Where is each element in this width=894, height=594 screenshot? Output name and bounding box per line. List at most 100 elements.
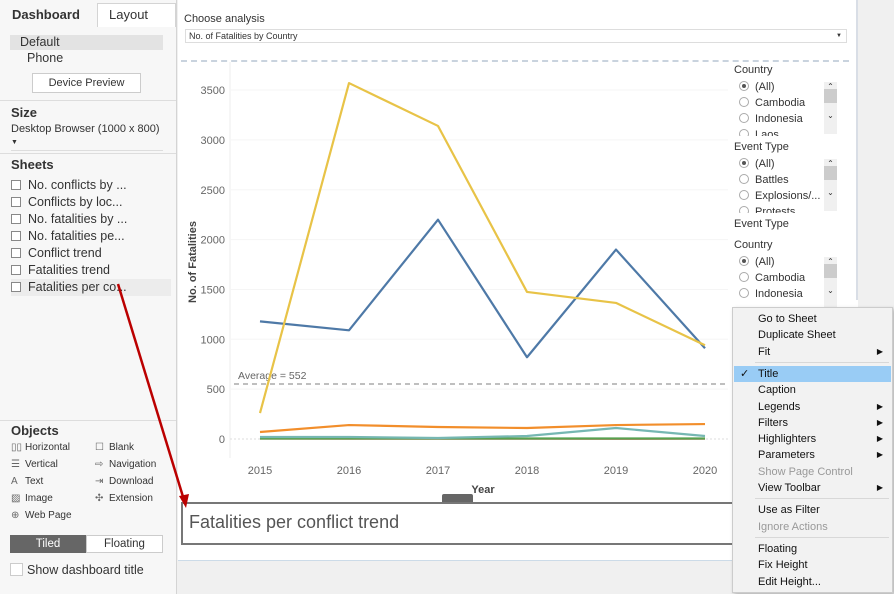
object-horizontal[interactable]: ▯▯ Horizontal: [11, 440, 70, 456]
object-navigation[interactable]: ⇨ Navigation: [95, 457, 156, 473]
object-label: Image: [25, 493, 53, 504]
menu-item-duplicate-sheet[interactable]: Duplicate Sheet: [734, 327, 891, 343]
submenu-arrow-icon: ▶: [876, 417, 883, 427]
scroll-up-icon: ⌃: [827, 257, 834, 266]
radio-button[interactable]: [739, 256, 749, 266]
sheet-item[interactable]: No. fatalities by ...: [11, 211, 171, 228]
object-extension[interactable]: ✣ Extension: [95, 491, 153, 507]
sheet-item[interactable]: Fatalities per co...: [11, 279, 171, 296]
radio-button[interactable]: [739, 158, 749, 168]
menu-item-parameters[interactable]: Parameters ▶: [734, 447, 891, 463]
submenu-arrow-icon: ▶: [876, 346, 883, 356]
menu-label: Show Page Control: [758, 465, 853, 478]
device-preview-button[interactable]: Device Preview: [32, 73, 141, 93]
radio-button[interactable]: [739, 206, 749, 213]
menu-item-floating[interactable]: Floating: [734, 541, 891, 557]
show-title-checkbox[interactable]: [10, 563, 23, 576]
objects-heading: Objects: [11, 423, 59, 438]
filter-scrollbar[interactable]: ⌃ ⌄: [824, 257, 837, 309]
y-tick-label: 500: [207, 384, 225, 396]
radio-button[interactable]: [739, 190, 749, 200]
sheet-item[interactable]: No. conflicts by ...: [11, 177, 171, 194]
size-dropdown[interactable]: Desktop Browser (1000 x 800) ▼: [11, 123, 163, 151]
menu-item-use-as-filter[interactable]: Use as Filter: [734, 502, 891, 518]
object-image[interactable]: ▨ Image: [11, 491, 53, 507]
radio-button[interactable]: [739, 174, 749, 184]
filter-scrollbar[interactable]: ⌃ ⌄: [824, 159, 837, 211]
tiled-toggle[interactable]: Tiled: [10, 535, 86, 553]
scroll-up-icon: ⌃: [827, 82, 834, 91]
filter-scrollbar[interactable]: ⌃ ⌄: [824, 82, 837, 134]
menu-label: Legends: [758, 400, 801, 413]
filter-option[interactable]: Battles: [739, 174, 789, 186]
object-text[interactable]: A Text: [11, 474, 43, 490]
radio-button[interactable]: [739, 129, 749, 136]
filter-option[interactable]: (All): [739, 256, 775, 268]
y-tick-label: 1000: [201, 334, 225, 346]
object-download[interactable]: ⇥ Download: [95, 474, 153, 490]
object-web-page[interactable]: ⊕ Web Page: [11, 508, 72, 524]
menu-item-legends[interactable]: Legends ▶: [734, 399, 891, 415]
text-icon: A: [11, 476, 18, 487]
menu-label: Go to Sheet: [758, 313, 817, 325]
radio-button[interactable]: [739, 288, 749, 298]
menu-label: Highlighters: [758, 433, 817, 446]
filter-option[interactable]: Cambodia: [739, 97, 805, 109]
menu-label: Duplicate Sheet: [758, 329, 836, 342]
menu-item-edit-height[interactable]: Edit Height...: [734, 574, 891, 590]
horizontal-icon: ▯▯: [11, 442, 23, 453]
filter-option[interactable]: Cambodia: [739, 272, 805, 284]
filter-option[interactable]: Laos: [739, 129, 779, 136]
device-phone[interactable]: Phone: [27, 51, 64, 65]
filter-option[interactable]: (All): [739, 158, 775, 170]
menu-item-caption[interactable]: Caption: [734, 382, 891, 398]
menu-item-fix-height[interactable]: Fix Height: [734, 557, 891, 573]
filter-option[interactable]: Indonesia: [739, 288, 803, 300]
option-label: Laos: [755, 129, 779, 136]
menu-item-filters[interactable]: Filters ▶: [734, 415, 891, 431]
filter-title: Country: [734, 239, 773, 251]
menu-item-go-to-sheet[interactable]: Go to Sheet: [734, 311, 891, 327]
submenu-arrow-icon: ▶: [876, 483, 883, 492]
menu-item-highlighters[interactable]: Highlighters ▶: [734, 431, 891, 447]
radio-button[interactable]: [739, 113, 749, 123]
sheet-icon: [11, 231, 21, 241]
dropdown-arrow-icon: ▼: [11, 139, 18, 146]
filter-option[interactable]: Indonesia: [739, 113, 803, 125]
filter-option[interactable]: (All): [739, 81, 775, 93]
object-label: Horizontal: [25, 442, 71, 453]
sheet-label: No. conflicts by ...: [28, 178, 127, 192]
fatalities-line-chart: 0 500 1000 1500 2000 2500 3000 3500 2015 2016 2017…: [187, 62, 728, 496]
floating-toggle[interactable]: Floating: [86, 535, 163, 553]
device-default[interactable]: Default: [10, 35, 163, 50]
object-blank[interactable]: ☐ Blank: [95, 440, 134, 456]
sheet-item[interactable]: Conflicts by loc...: [11, 194, 171, 211]
x-tick-label: 2018: [515, 465, 539, 477]
radio-button[interactable]: [739, 97, 749, 107]
analysis-dropdown[interactable]: No. of Fatalities by Country ▼: [185, 29, 847, 43]
tab-layout[interactable]: Layout: [97, 3, 176, 27]
menu-item-view-toolbar[interactable]: View Toolbar ▶: [734, 480, 891, 496]
filter-option[interactable]: Protests: [739, 206, 795, 213]
menu-item-ignore-actions[interactable]: Ignore Actions: [734, 519, 891, 535]
menu-item-show-page-control[interactable]: Show Page Control: [734, 464, 891, 480]
menu-item-title[interactable]: ✓ Title: [734, 365, 891, 382]
dashboard-sheet-icon: [11, 282, 21, 292]
sheet-item[interactable]: Fatalities trend: [11, 262, 171, 279]
radio-button[interactable]: [739, 272, 749, 282]
series-line: [260, 426, 706, 440]
y-axis-title: No. of Fatalities: [187, 221, 199, 303]
x-tick-label: 2017: [426, 465, 450, 477]
menu-label: Filters: [758, 416, 788, 429]
title-object[interactable]: Fatalities per conflict trend: [181, 502, 734, 545]
radio-button[interactable]: [739, 81, 749, 91]
sheet-item[interactable]: No. fatalities pe...: [11, 228, 171, 245]
resize-handle[interactable]: [442, 494, 473, 502]
tab-dashboard[interactable]: Dashboard: [12, 7, 80, 22]
sheet-item[interactable]: Conflict trend: [11, 245, 171, 262]
navigation-icon: ⇨: [95, 459, 104, 470]
menu-item-fit[interactable]: Fit ▶: [734, 344, 891, 360]
object-vertical[interactable]: ☰ Vertical: [11, 457, 58, 473]
sheet-icon: [11, 197, 21, 207]
filter-option[interactable]: Explosions/...: [739, 190, 820, 202]
